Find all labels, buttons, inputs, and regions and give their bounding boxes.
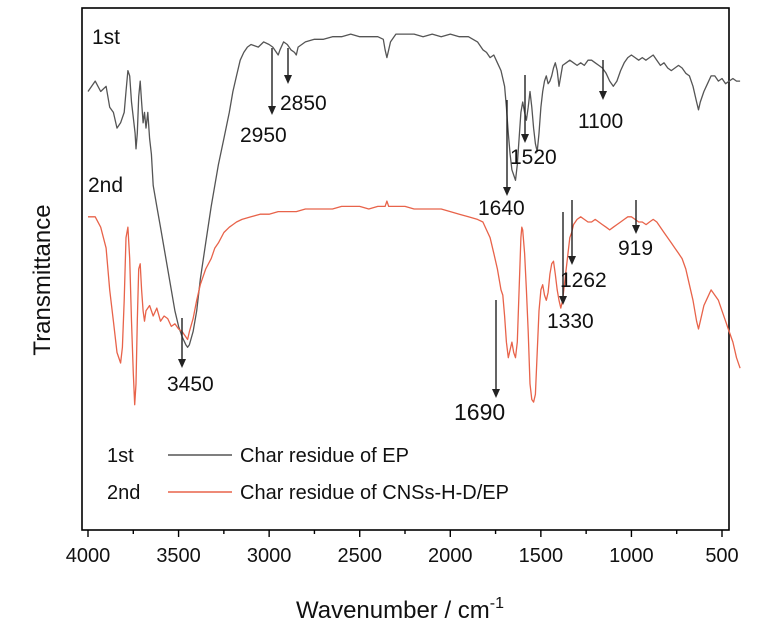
series-line-cnss-h-d-ep [88,200,741,406]
x-axis-ticks: 4000 3500 3000 2500 2000 1500 1000 500 [66,530,739,567]
annotation-2850: 2850 [280,92,327,115]
series-group [87,33,741,406]
annotation-arrowhead-1690 [492,389,500,398]
annotation-1520: 1520 [510,146,557,169]
legend-tag-2nd: 2nd [107,482,140,504]
x-axis-title-main: Wavenumber / cm [296,597,490,624]
annotation-919: 919 [618,237,653,260]
annotation-arrowhead-2950 [268,106,276,115]
annotation-arrowhead-1262 [568,256,576,265]
annotation-1100: 1100 [578,110,623,133]
x-tick-label-2000: 2000 [428,545,473,567]
x-tick-label-2500: 2500 [337,545,382,567]
annotation-arrowhead-1100 [599,91,607,100]
annotation-arrowhead-919 [632,225,640,234]
x-tick-label-500: 500 [705,545,738,567]
annotation-1640: 1640 [478,197,525,220]
annotation-arrowhead-3450 [178,359,186,368]
annotation-1690: 1690 [454,399,505,425]
curve-label-1st: 1st [92,26,120,49]
annotation-1330: 1330 [547,310,594,333]
x-tick-label-4000: 4000 [66,545,111,567]
x-axis-title: Wavenumber / cm-1 [296,595,504,624]
x-tick-label-1500: 1500 [519,545,564,567]
y-axis-title: Transmittance [29,204,56,355]
curve-label-2nd: 2nd [88,174,123,197]
x-tick-label-3500: 3500 [156,545,201,567]
legend-tag-1st: 1st [107,445,134,467]
annotation-arrowhead-1330 [559,296,567,305]
annotation-arrowhead-1640 [503,187,511,196]
annotation-1262: 1262 [560,269,607,292]
x-tick-label-3000: 3000 [247,545,292,567]
legend: 1st Char residue of EP 2nd Char residue … [107,445,509,504]
x-tick-label-1000: 1000 [609,545,654,567]
legend-label-ep: Char residue of EP [240,445,409,467]
x-axis-title-exponent: -1 [490,595,504,612]
annotation-arrows [178,48,640,398]
annotation-3450: 3450 [167,373,214,396]
legend-label-cnss: Char residue of CNSs-H-D/EP [240,482,509,504]
annotation-2950: 2950 [240,124,287,147]
series-line-ep [87,33,741,348]
annotation-arrowhead-2850 [284,75,292,84]
annotation-arrowhead-1520 [521,134,529,143]
